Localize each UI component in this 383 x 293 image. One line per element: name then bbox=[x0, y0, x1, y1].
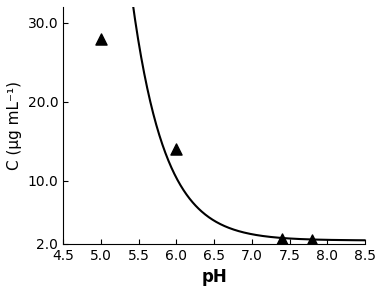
Point bbox=[173, 146, 179, 151]
Point bbox=[279, 237, 285, 242]
Y-axis label: C (μg mL⁻¹): C (μg mL⁻¹) bbox=[7, 81, 22, 170]
Point bbox=[309, 238, 315, 242]
Point bbox=[98, 36, 104, 41]
X-axis label: pH: pH bbox=[201, 268, 227, 286]
